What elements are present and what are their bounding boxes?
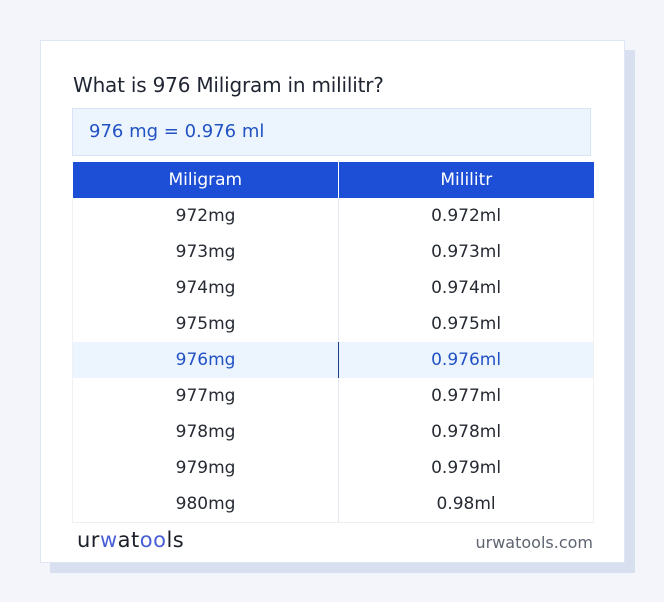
conversion-table: Miligram Mililitr 972mg 0.972ml 973mg 0.97… <box>71 162 594 523</box>
urwatools-logo[interactable]: urwatools <box>77 528 185 552</box>
table-row: 980mg 0.98ml <box>71 486 594 523</box>
cell-mg: 975mg <box>71 306 340 342</box>
result-box: 976 mg = 0.976 ml <box>72 108 591 156</box>
cell-mg: 978mg <box>71 414 340 450</box>
cell-mg: 974mg <box>71 270 340 306</box>
cell-ml: 0.978ml <box>338 414 594 450</box>
result-text: 976 mg = 0.976 ml <box>89 121 265 142</box>
table-row: 975mg 0.975ml <box>71 306 594 342</box>
header-mililitr: Mililitr <box>338 162 594 198</box>
cell-mg: 979mg <box>71 450 340 486</box>
cell-ml: 0.974ml <box>338 270 594 306</box>
page-title: What is 976 Miligram in mililitr? <box>73 73 384 97</box>
header-miligram: Miligram <box>72 162 340 198</box>
table-row: 973mg 0.973ml <box>71 234 594 270</box>
table-row-highlighted: 976mg 0.976ml <box>71 342 594 378</box>
cell-mg: 973mg <box>71 234 340 270</box>
table-row: 977mg 0.977ml <box>71 378 594 414</box>
cell-mg: 980mg <box>71 486 340 523</box>
table-row: 979mg 0.979ml <box>71 450 594 486</box>
converter-card: What is 976 Miligram in mililitr? 976 mg… <box>40 40 625 563</box>
table-header: Miligram Mililitr <box>72 162 594 198</box>
cell-ml: 0.973ml <box>338 234 594 270</box>
cell-ml: 0.976ml <box>338 342 594 378</box>
cell-ml: 0.977ml <box>338 378 594 414</box>
cell-mg: 977mg <box>71 378 340 414</box>
table-row: 978mg 0.978ml <box>71 414 594 450</box>
cell-ml: 0.975ml <box>338 306 594 342</box>
cell-mg: 976mg <box>71 342 340 378</box>
cell-ml: 0.972ml <box>338 198 594 234</box>
table-row: 974mg 0.974ml <box>71 270 594 306</box>
cell-ml: 0.979ml <box>338 450 594 486</box>
cell-ml: 0.98ml <box>338 486 594 523</box>
cell-mg: 972mg <box>71 198 340 234</box>
table-row: 972mg 0.972ml <box>71 198 594 234</box>
site-link[interactable]: urwatools.com <box>475 533 594 552</box>
